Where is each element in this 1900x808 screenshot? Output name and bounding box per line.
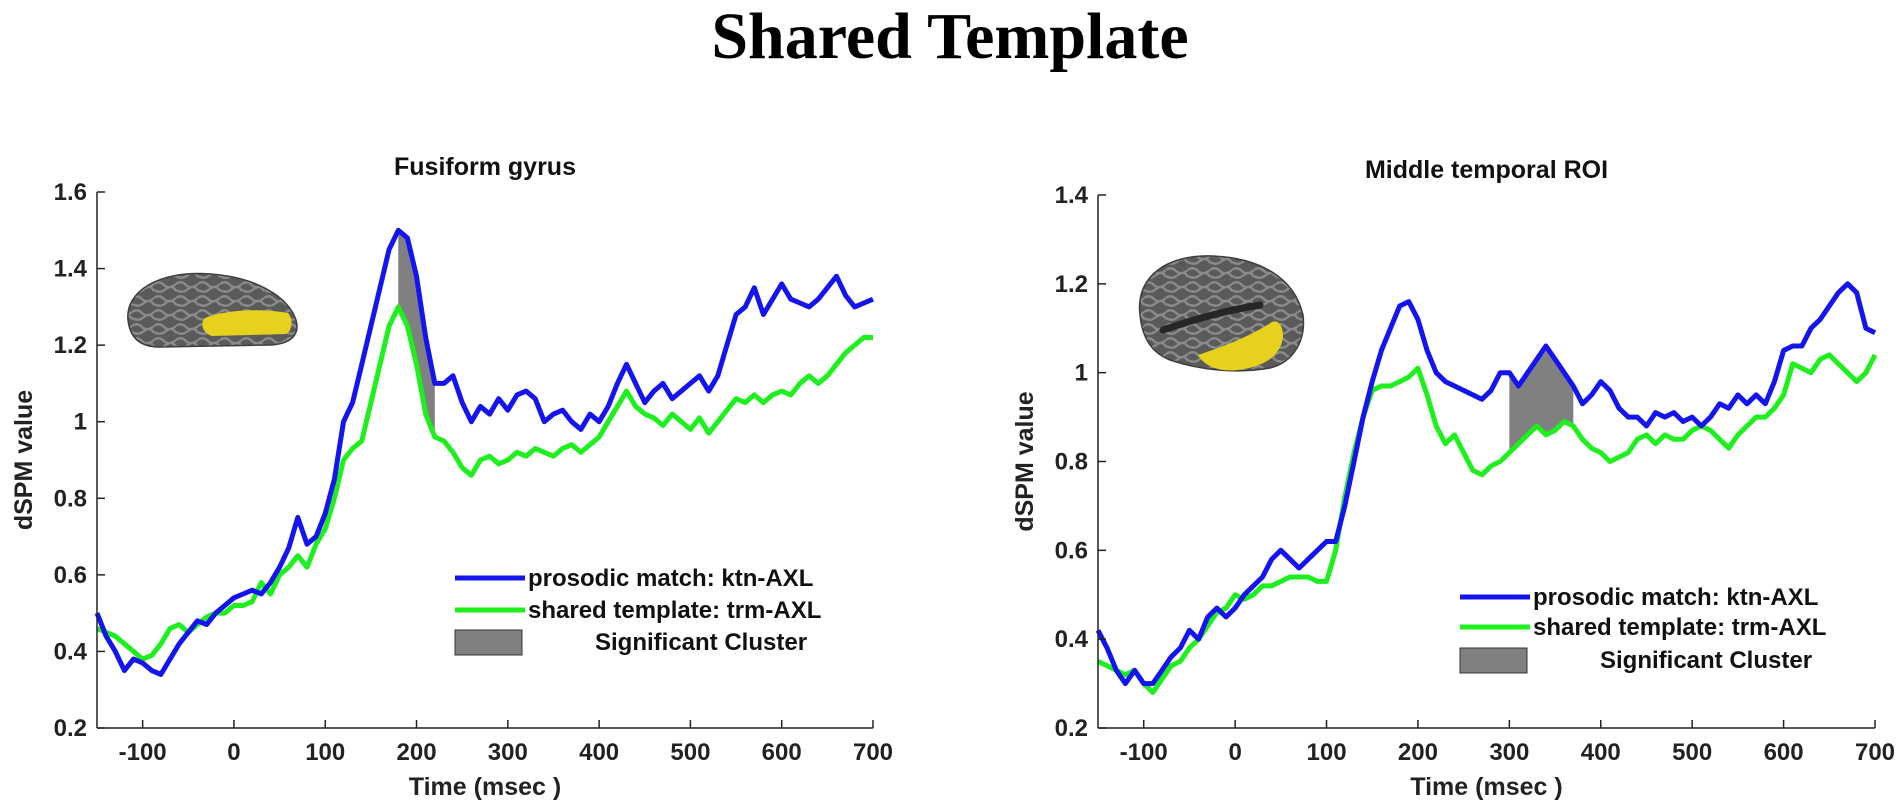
y-tick-label: 0.2 (1055, 715, 1088, 742)
y-tick-label: 1 (74, 409, 87, 436)
y-tick-label: 1.2 (54, 332, 87, 359)
y-axis-label: dSPM value (10, 390, 38, 530)
x-tick-label: 400 (579, 739, 619, 766)
y-tick-label: 0.6 (1055, 537, 1088, 564)
series-line-prosodic-match (1095, 281, 1877, 687)
series-line-prosodic-match (94, 227, 874, 677)
x-tick-label: 300 (488, 739, 528, 766)
significant-cluster-area (1509, 346, 1574, 453)
legend-label-shared: shared template: trm-AXL (528, 597, 821, 624)
x-tick-label: 400 (1581, 739, 1621, 766)
y-axis-label: dSPM value (1011, 391, 1039, 531)
x-axis-label: Time (msec ) (1410, 773, 1562, 801)
legend-label-cluster: Significant Cluster (595, 629, 807, 656)
legend-swatch-cluster (1459, 647, 1528, 674)
series-line-shared-template (1096, 352, 1878, 695)
x-tick-label: 700 (853, 739, 893, 766)
x-tick-label: 0 (1228, 739, 1241, 766)
x-axis-label: Time (msec ) (409, 773, 561, 801)
x-tick-label: 500 (670, 739, 710, 766)
brain-temporal-sulcus (1159, 301, 1264, 334)
y-tick-label: 1 (1075, 360, 1088, 387)
x-tick-label: 300 (1489, 739, 1529, 766)
legend-label-cluster: Significant Cluster (1600, 647, 1812, 674)
legend: prosodic match: ktn-AXL shared template: … (1459, 584, 1826, 674)
y-tick-label: 0.2 (54, 715, 87, 742)
x-tick-label: 700 (1855, 739, 1895, 766)
x-tick-label: -100 (119, 739, 167, 766)
brain-fusiform-roi (202, 310, 292, 336)
significant-cluster-area (398, 230, 435, 438)
legend: prosodic match: ktn-AXL shared template: … (454, 565, 821, 656)
y-tick-label: 1.2 (1055, 271, 1088, 298)
brain-fusiform-icon (127, 272, 298, 348)
series-line-shared-template (96, 304, 873, 662)
panels: Fusiform gyrus -100 0 100 200 300 400 500 600 700… (10, 153, 1895, 801)
y-tick-label: 0.8 (1055, 449, 1088, 476)
x-tick-label: 0 (227, 739, 240, 766)
y-tick-label: 1.6 (54, 179, 87, 206)
x-tick-label: 100 (1307, 739, 1347, 766)
y-tick-label: 0.4 (1055, 626, 1089, 653)
x-tick-label: 600 (1764, 739, 1804, 766)
legend-swatch-cluster (454, 629, 523, 656)
x-tick-label: 600 (762, 739, 802, 766)
x-tick-label: 500 (1672, 739, 1712, 766)
legend-label-shared: shared template: trm-AXL (1533, 614, 1826, 641)
y-tick-label: 0.8 (54, 485, 87, 512)
legend-label-prosodic: prosodic match: ktn-AXL (1533, 584, 1818, 611)
x-tick-label: -100 (1120, 739, 1168, 766)
legend-label-prosodic: prosodic match: ktn-AXL (528, 565, 813, 592)
chart-title: Middle temporal ROI (1365, 156, 1608, 184)
brain-temporal-roi (1198, 321, 1283, 371)
y-tick-label: 0.6 (54, 562, 87, 589)
x-tick-label: 200 (1398, 739, 1438, 766)
x-tick-label: 200 (397, 739, 437, 766)
y-tick-label: 1.4 (1055, 182, 1089, 209)
main-title: Shared Template (711, 0, 1189, 73)
y-tick-label: 0.4 (54, 638, 88, 665)
chart-panel-2: Middle temporal ROI -100 0 100 200 300 400 500 6… (1011, 156, 1895, 801)
x-tick-label: 100 (305, 739, 345, 766)
y-tick-label: 1.4 (54, 256, 88, 283)
brain-temporal-icon (1138, 255, 1305, 372)
chart-panel-1: Fusiform gyrus -100 0 100 200 300 400 500 600 700… (10, 153, 893, 801)
chart-title: Fusiform gyrus (394, 153, 576, 181)
